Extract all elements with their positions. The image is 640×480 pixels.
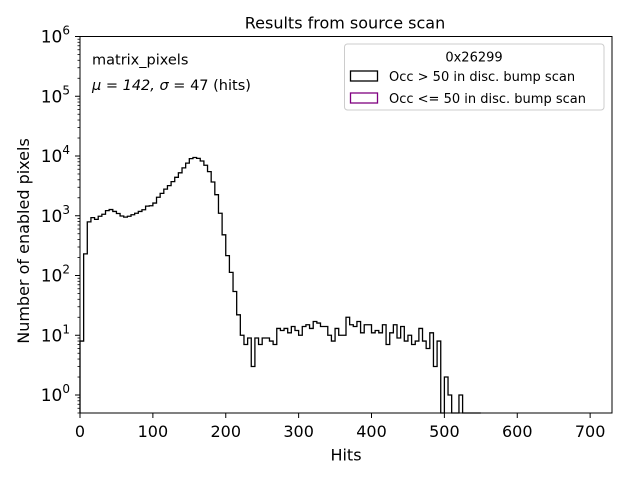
x-axis-label: Hits [330, 446, 361, 465]
legend-box [344, 43, 605, 111]
x-tick-label: 0 [75, 422, 85, 441]
legend-label-occ-le-50: Occ <= 50 in disc. bump scan [389, 92, 586, 107]
y-tick-label-exponent: 3 [62, 203, 70, 217]
annotation-stats: μ = 142, σ = 47 (hits) [91, 78, 251, 94]
legend-label-occ-gt-50: Occ > 50 in disc. bump scan [389, 70, 575, 85]
y-tick-label-base: 10 [41, 87, 63, 107]
y-tick-label: 105 [41, 83, 70, 107]
x-tick-label: 100 [138, 422, 169, 441]
y-tick-label-exponent: 4 [62, 143, 70, 157]
y-tick-label-exponent: 2 [62, 263, 70, 277]
y-tick-label: 103 [41, 203, 70, 227]
y-tick-label-exponent: 1 [62, 322, 70, 336]
chart-title: Results from source scan [245, 14, 445, 33]
y-tick-label: 100 [41, 382, 70, 406]
x-tick-label: 600 [502, 422, 533, 441]
series-occ-gt-50-histogram [79, 156, 481, 414]
plot-area [79, 156, 481, 414]
legend-title: 0x26299 [445, 51, 502, 66]
y-tick-label-base: 10 [41, 147, 63, 167]
y-axis-label: Number of enabled pixels [14, 138, 33, 344]
annotation-stats-sigma: σ [160, 78, 170, 94]
annotation-name: matrix_pixels [92, 53, 188, 69]
y-tick-label-exponent: 0 [62, 382, 70, 396]
legend: 0x26299 Occ > 50 in disc. bump scan Occ … [344, 43, 605, 111]
y-tick-label: 104 [41, 143, 70, 167]
y-tick-label-base: 10 [41, 267, 63, 287]
y-tick-label: 102 [41, 263, 70, 287]
y-tick-label-exponent: 6 [62, 24, 70, 38]
y-tick-label-base: 10 [41, 386, 63, 406]
y-tick-label-exponent: 5 [62, 83, 70, 97]
x-axis: 0 100 200 300 400 500 600 700 [75, 413, 606, 441]
annotation-stats-prefix: μ = 142, [91, 78, 160, 94]
y-tick-label: 101 [41, 322, 70, 346]
y-tick-label-base: 10 [41, 28, 63, 48]
legend-swatch-occ-gt-50 [349, 70, 379, 82]
x-tick-label: 200 [210, 422, 241, 441]
x-tick-label: 500 [429, 422, 460, 441]
legend-swatch-occ-le-50 [349, 92, 379, 104]
y-tick-label-base: 10 [41, 207, 63, 227]
x-tick-label: 300 [283, 422, 314, 441]
x-tick-label: 700 [575, 422, 606, 441]
y-tick-label: 106 [41, 24, 70, 48]
x-tick-label: 400 [356, 422, 387, 441]
annotation-stats-suffix: = 47 (hits) [169, 78, 251, 94]
y-tick-label-base: 10 [41, 326, 63, 346]
